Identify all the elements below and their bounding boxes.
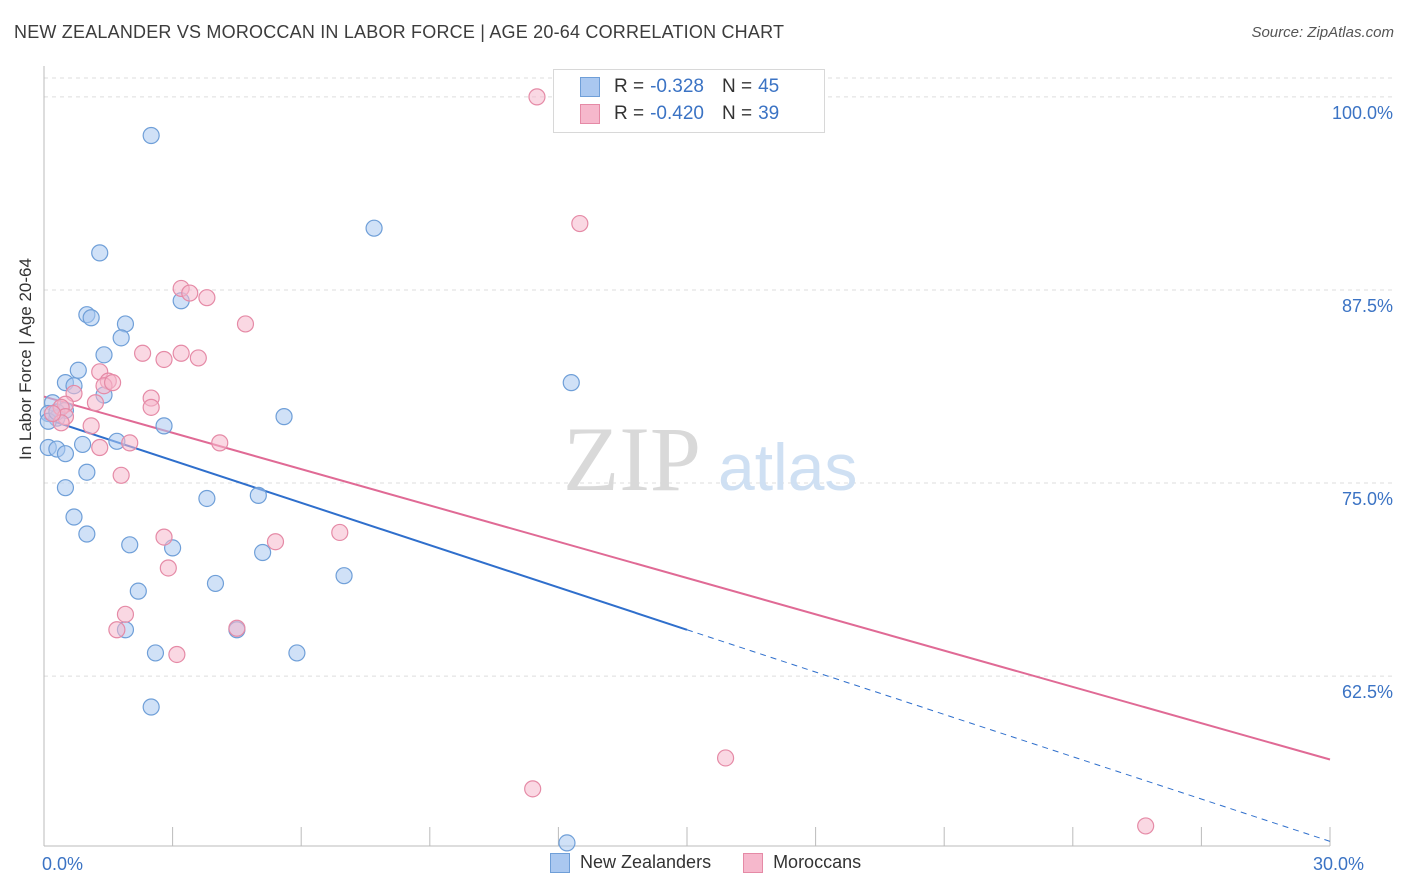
point-moroccan xyxy=(1137,817,1155,835)
point-new-zealander xyxy=(121,536,139,554)
point-moroccan xyxy=(211,434,229,452)
point-new-zealander xyxy=(558,834,576,852)
point-moroccan xyxy=(159,559,177,577)
trendline-new-zealanders-extension xyxy=(686,629,1331,842)
point-new-zealander xyxy=(206,574,225,593)
point-new-zealander xyxy=(142,126,160,145)
point-moroccan xyxy=(121,434,139,452)
legend-label-moroccans: Moroccans xyxy=(773,852,862,872)
trendline-new-zealanders xyxy=(43,417,688,631)
point-moroccan xyxy=(524,780,542,798)
point-moroccan xyxy=(228,619,246,637)
point-moroccan xyxy=(91,438,109,457)
point-moroccan xyxy=(172,344,190,362)
point-moroccan xyxy=(142,398,160,416)
point-new-zealander xyxy=(288,644,306,662)
source-label: Source: ZipAtlas.com xyxy=(1251,24,1394,41)
point-new-zealander xyxy=(82,309,100,327)
stats-swatch-blue xyxy=(580,77,600,97)
point-new-zealander xyxy=(73,435,92,454)
point-moroccan xyxy=(528,88,546,106)
legend-item-new-zealanders: New Zealanders xyxy=(550,852,711,873)
point-new-zealander xyxy=(78,525,96,543)
tick-labels: 100.0% 87.5% 75.0% 62.5% 0.0% 30.0% xyxy=(42,103,1393,874)
point-new-zealander xyxy=(142,698,160,716)
stats-r-value-pink: -0.420 xyxy=(650,103,704,124)
watermark: ZIP atlas xyxy=(563,408,857,510)
stats-n-value-pink: 39 xyxy=(758,103,780,124)
chart-title: NEW ZEALANDER VS MOROCCAN IN LABOR FORCE… xyxy=(14,22,785,42)
point-new-zealander xyxy=(95,346,113,364)
x-tick-label: 30.0% xyxy=(1313,854,1364,874)
point-moroccan xyxy=(82,417,100,435)
point-new-zealander xyxy=(155,417,173,435)
point-moroccan xyxy=(198,289,216,307)
point-moroccan xyxy=(168,645,186,664)
point-new-zealander xyxy=(146,644,165,662)
point-moroccan xyxy=(716,749,735,767)
point-moroccan xyxy=(181,284,199,302)
stats-row-pink: R = -0.420 N = 39 xyxy=(580,101,779,127)
stats-r-value-blue: -0.328 xyxy=(650,76,704,97)
x-tick-label: 0.0% xyxy=(42,854,83,874)
legend-swatch-pink xyxy=(743,852,764,873)
stats-box: R = -0.328 N = 45 R = -0.420 N = 39 xyxy=(553,69,825,133)
stats-row-blue: R = -0.328 N = 45 xyxy=(580,74,779,100)
stats-n-label: N = xyxy=(721,76,753,97)
y-tick-label: 75.0% xyxy=(1342,489,1393,509)
y-tick-label: 62.5% xyxy=(1342,682,1393,702)
legend-swatch-blue xyxy=(550,852,570,873)
data-points xyxy=(39,88,1155,852)
point-moroccan xyxy=(155,528,173,546)
point-moroccan xyxy=(43,404,62,423)
trendline-moroccans xyxy=(43,395,1331,761)
y-axis-label: In Labor Force | Age 20-64 xyxy=(16,258,35,460)
point-moroccan xyxy=(155,350,173,369)
stats-swatch-pink xyxy=(580,104,600,124)
point-moroccan xyxy=(86,394,105,412)
point-new-zealander xyxy=(78,463,96,481)
point-new-zealander xyxy=(112,329,130,347)
point-new-zealander xyxy=(91,244,109,262)
y-tick-label: 100.0% xyxy=(1332,103,1393,123)
point-moroccan xyxy=(571,214,589,233)
legend-label-new-zealanders: New Zealanders xyxy=(580,852,712,872)
point-new-zealander xyxy=(365,219,383,237)
stats-n-label: N = xyxy=(721,103,753,124)
stats-r-label: R = xyxy=(614,103,645,124)
point-new-zealander xyxy=(249,486,267,504)
point-moroccan xyxy=(103,374,122,392)
stats-n-value-blue: 45 xyxy=(758,76,780,97)
point-new-zealander xyxy=(198,489,216,508)
legend-item-moroccans: Moroccans xyxy=(743,852,861,873)
y-tick-label: 87.5% xyxy=(1342,296,1393,316)
watermark-atlas: atlas xyxy=(718,430,857,504)
point-moroccan xyxy=(112,466,130,484)
watermark-zip: ZIP xyxy=(563,408,701,510)
point-new-zealander xyxy=(562,374,580,392)
point-moroccan xyxy=(133,344,152,362)
point-new-zealander xyxy=(69,361,87,379)
point-moroccan xyxy=(236,315,255,333)
point-new-zealander xyxy=(129,582,147,600)
trendlines xyxy=(43,395,1331,842)
point-new-zealander xyxy=(335,567,353,585)
stats-r-label: R = xyxy=(614,76,645,97)
point-moroccan xyxy=(266,533,285,551)
legend: New Zealanders Moroccans xyxy=(550,852,893,873)
point-moroccan xyxy=(331,523,349,542)
point-moroccan xyxy=(116,605,135,623)
point-moroccan xyxy=(189,349,207,367)
point-new-zealander xyxy=(56,445,75,463)
axes xyxy=(43,66,1331,847)
point-new-zealander xyxy=(275,408,293,426)
point-new-zealander xyxy=(65,508,83,526)
point-new-zealander xyxy=(254,543,272,562)
point-new-zealander xyxy=(56,479,75,497)
point-moroccan xyxy=(108,621,126,639)
